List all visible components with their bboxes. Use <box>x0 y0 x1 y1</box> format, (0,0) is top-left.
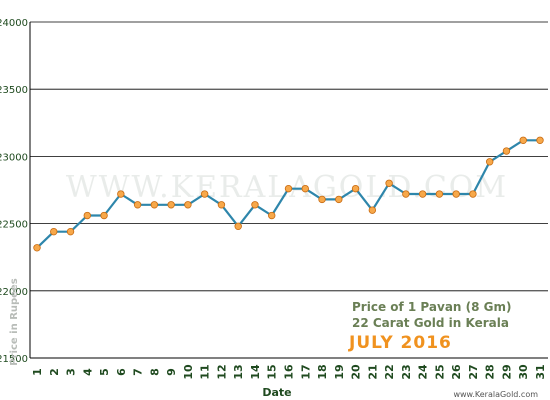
x-tick-label: 31 <box>534 364 547 379</box>
x-tick-label: 7 <box>132 368 145 376</box>
data-point <box>66 227 75 236</box>
data-point <box>536 136 544 144</box>
data-point <box>251 201 259 209</box>
data-point <box>335 195 343 204</box>
data-point <box>486 158 494 166</box>
data-point <box>268 211 276 220</box>
x-tick-label: 27 <box>467 364 480 379</box>
x-tick-label: 18 <box>316 364 329 379</box>
y-axis-label: Price in Rupees <box>9 278 20 365</box>
x-tick-label: 30 <box>517 364 530 380</box>
data-point <box>200 190 209 198</box>
x-tick-label: 15 <box>266 364 279 379</box>
data-point <box>133 201 142 209</box>
data-point <box>83 211 91 220</box>
data-point <box>351 184 360 193</box>
x-tick-label: 20 <box>350 364 363 380</box>
x-tick-label: 2 <box>48 368 61 376</box>
x-tick-label: 6 <box>115 368 128 376</box>
data-point <box>435 190 444 198</box>
caption-month: JULY 2016 <box>348 333 452 353</box>
data-point <box>50 227 58 236</box>
data-point <box>418 190 427 198</box>
x-tick-label: 16 <box>283 364 296 380</box>
x-tick-label: 19 <box>333 364 346 379</box>
data-point <box>402 190 410 198</box>
caption-line-2: 22 Carat Gold in Kerala <box>352 316 509 330</box>
x-tick-label: 28 <box>484 364 497 379</box>
x-tick-labels: 1 2 3 4 5 6 7 8 9 10 11 12 13 14 15 16 17 18 19 20 21 22 23 24 2… <box>31 364 547 380</box>
x-tick-label: 9 <box>165 368 178 376</box>
source-url: www.KeralaGold.com <box>453 390 538 399</box>
x-tick-label: 13 <box>232 364 245 379</box>
grid-lines <box>30 21 548 292</box>
data-point <box>318 195 326 204</box>
x-tick-label: 22 <box>383 364 396 379</box>
data-point <box>167 201 175 209</box>
x-tick-label: 12 <box>215 364 228 379</box>
x-tick-label: 1 <box>31 368 44 376</box>
data-point <box>452 190 460 198</box>
data-point <box>469 190 477 198</box>
series-group <box>33 136 544 252</box>
x-tick-label: 8 <box>148 368 161 376</box>
x-tick-label: 29 <box>500 364 513 379</box>
x-tick-label: 17 <box>299 364 312 379</box>
data-point <box>33 244 41 252</box>
data-point <box>284 184 293 193</box>
x-tick-label: 14 <box>249 364 262 380</box>
data-point <box>385 179 393 187</box>
data-point <box>100 211 108 220</box>
x-tick-label: 26 <box>450 364 463 380</box>
x-tick-label: 24 <box>417 364 430 380</box>
data-point <box>234 222 242 230</box>
data-point <box>519 136 527 144</box>
y-tick-label: 22500 <box>0 220 28 231</box>
x-tick-label: 23 <box>400 364 413 379</box>
y-tick-label: 21500 <box>0 354 28 365</box>
y-tick-label: 23000 <box>0 152 28 163</box>
y-tick-label: 23500 <box>0 85 28 96</box>
y-tick-label: 24000 <box>0 18 28 29</box>
x-axis-label: Date <box>262 386 291 399</box>
x-tick-label: 21 <box>366 364 379 379</box>
data-point <box>301 184 309 193</box>
data-point <box>184 201 192 209</box>
x-tick-label: 3 <box>65 368 78 376</box>
y-tick-label: 22000 <box>0 287 28 298</box>
data-point <box>217 201 226 209</box>
data-point <box>117 190 125 198</box>
y-tick-labels: 21500 22000 22500 23000 23500 24000 <box>0 18 28 365</box>
data-point <box>368 206 377 214</box>
caption-line-1: Price of 1 Pavan (8 Gm) <box>352 300 512 314</box>
x-tick-label: 10 <box>182 364 195 380</box>
x-tick-label: 11 <box>199 364 212 379</box>
x-tick-label: 25 <box>433 364 446 379</box>
x-tick-label: 5 <box>98 368 111 376</box>
data-point <box>150 201 159 209</box>
x-tick-label: 4 <box>81 368 94 376</box>
data-point <box>502 147 511 155</box>
